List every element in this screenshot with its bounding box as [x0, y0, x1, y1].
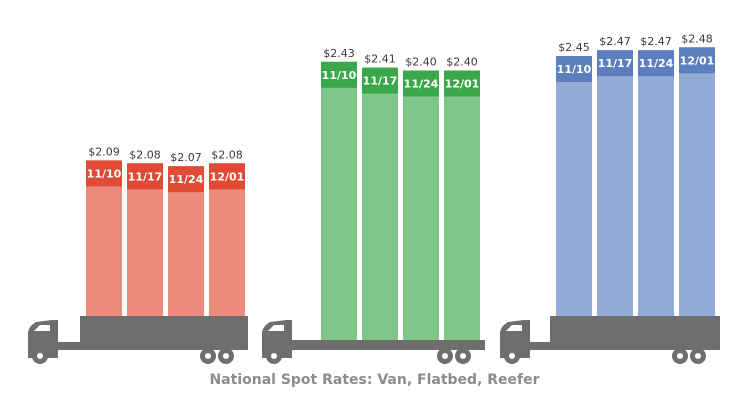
bar-value-label: $2.45 — [558, 41, 590, 54]
bar-date-label: 11/24 — [169, 173, 204, 186]
truck-icon-1 — [262, 320, 485, 364]
truck-chassis — [530, 342, 720, 350]
bar-value-label: $2.08 — [211, 148, 243, 161]
trailer-box — [80, 316, 248, 342]
bar-flatbed-0 — [321, 61, 357, 341]
bar-date-label: 11/17 — [598, 57, 633, 70]
bar-value-label: $2.07 — [170, 151, 202, 164]
bar-value-label: $2.48 — [681, 32, 713, 45]
bar-header-flatbed-2 — [403, 70, 439, 97]
truck-wheel-hub — [37, 353, 43, 359]
bar-date-label: 11/24 — [404, 78, 439, 91]
bar-value-label: $2.08 — [129, 148, 161, 161]
bar-value-label: $2.40 — [405, 56, 437, 69]
bar-header-flatbed-0 — [321, 61, 357, 88]
bar-flatbed-2 — [403, 70, 439, 340]
truck-wheel-hub — [205, 353, 211, 359]
bar-reefer-0 — [556, 56, 592, 316]
trailer-box — [550, 316, 720, 342]
bar-value-label: $2.43 — [323, 47, 355, 60]
bar-header-reefer-1 — [597, 50, 633, 77]
truck-wheel-hub — [677, 353, 683, 359]
bar-value-label: $2.40 — [446, 56, 478, 69]
bar-header-van-0 — [86, 160, 122, 187]
bar-date-label: 11/10 — [87, 167, 122, 180]
bar-header-reefer-0 — [556, 56, 592, 82]
bar-date-label: 12/01 — [680, 54, 715, 67]
bar-reefer-3 — [679, 47, 715, 317]
truck-wheel-hub — [223, 353, 229, 359]
bar-value-label: $2.47 — [599, 35, 631, 48]
truck-wheel-hub — [271, 353, 277, 359]
truck-wheel-hub — [460, 353, 466, 359]
bar-date-label: 11/17 — [128, 170, 163, 183]
truck-wheel-hub — [695, 353, 701, 359]
chart-caption: National Spot Rates: Van, Flatbed, Reefe… — [209, 372, 540, 388]
bar-header-van-3 — [209, 163, 245, 190]
truck-window — [268, 325, 284, 331]
bar-header-van-1 — [127, 163, 163, 190]
bar-value-label: $2.47 — [640, 35, 672, 48]
truck-icon-2 — [500, 316, 720, 364]
bar-header-flatbed-3 — [444, 70, 480, 97]
bar-header-reefer-2 — [638, 50, 674, 77]
bar-date-label: 12/01 — [210, 170, 245, 183]
bar-header-reefer-3 — [679, 47, 715, 74]
truck-window — [506, 325, 522, 331]
bar-date-label: 11/10 — [322, 69, 357, 82]
bar-date-label: 11/24 — [639, 57, 674, 70]
flatbed-deck — [292, 340, 485, 350]
bar-date-label: 11/10 — [557, 63, 592, 76]
bar-reefer-2 — [638, 50, 674, 316]
bar-value-label: $2.09 — [88, 145, 120, 158]
truck-chassis — [58, 342, 248, 350]
bar-flatbed-1 — [362, 67, 398, 340]
truck-icon-0 — [28, 316, 248, 364]
bar-date-label: 12/01 — [445, 78, 480, 91]
bar-flatbed-3 — [444, 70, 480, 340]
bar-value-label: $2.41 — [364, 53, 396, 66]
truck-wheel-hub — [442, 353, 448, 359]
bar-date-label: 11/17 — [363, 75, 398, 88]
truck-window — [34, 325, 50, 331]
bar-reefer-1 — [597, 50, 633, 316]
bar-header-flatbed-1 — [362, 67, 398, 94]
truck-wheel-hub — [509, 353, 515, 359]
bar-header-van-2 — [168, 166, 204, 193]
